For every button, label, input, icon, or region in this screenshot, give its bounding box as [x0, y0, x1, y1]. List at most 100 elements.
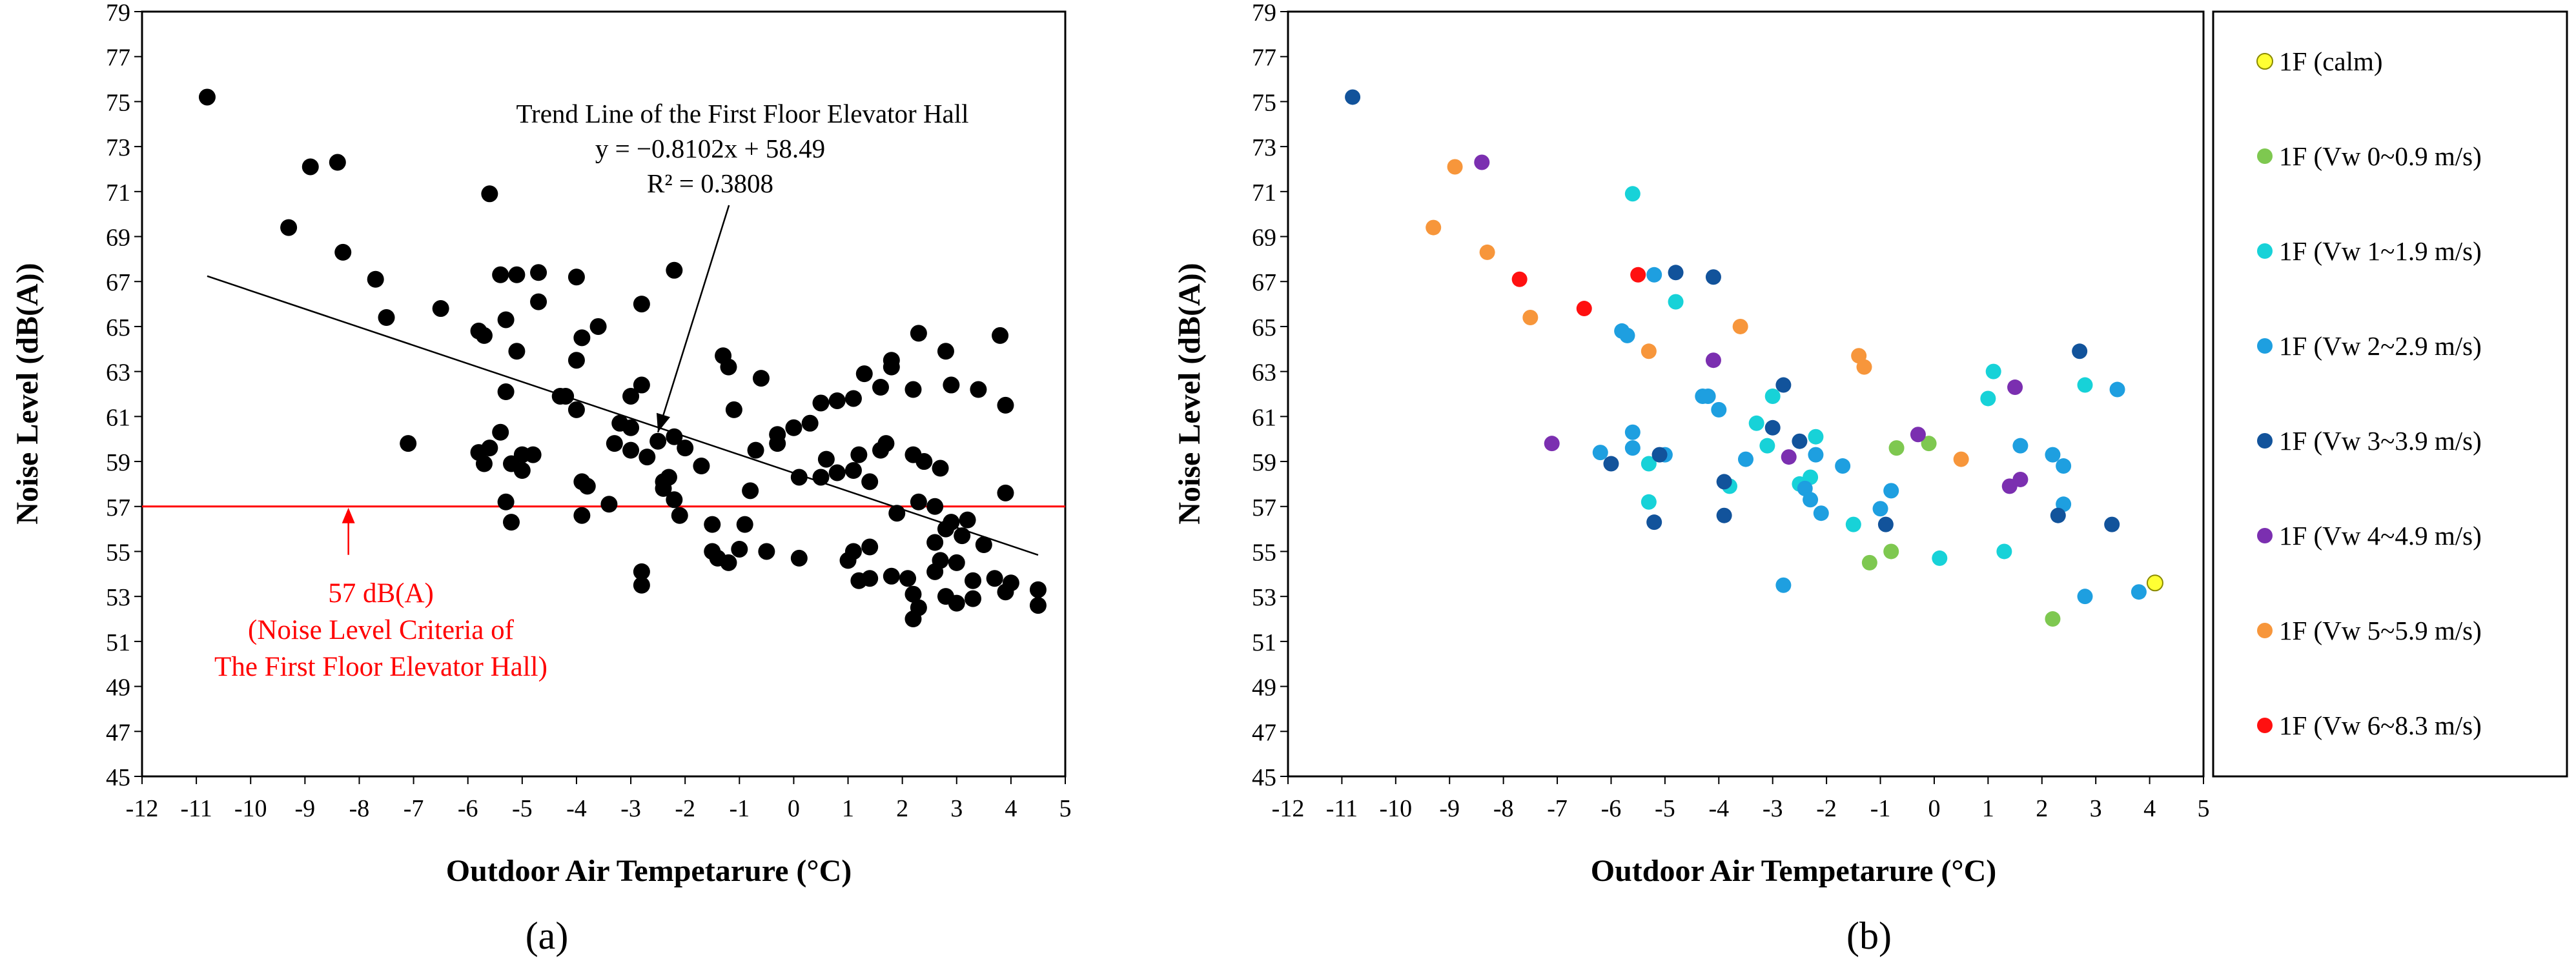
data-point [600, 496, 618, 513]
y-tick-label: 51 [106, 629, 130, 656]
data-point [503, 455, 520, 472]
y-tick-label: 45 [1252, 764, 1276, 791]
data-point [671, 507, 688, 524]
x-tick-label: -5 [512, 795, 533, 822]
data-point [2045, 611, 2061, 627]
x-tick-label: -10 [234, 795, 267, 822]
data-point [992, 327, 1009, 344]
data-point [1953, 451, 1969, 467]
data-point [400, 435, 417, 452]
chart-a-points [198, 88, 1047, 628]
chart-b-x-axis-label: Outdoor Air Tempetarure (°C) [1591, 854, 1997, 888]
data-point [1544, 436, 1560, 452]
data-point [589, 318, 607, 335]
data-point [666, 428, 683, 445]
trend-arrow-shaft [657, 205, 730, 433]
data-point [828, 464, 846, 481]
y-tick-label: 53 [1252, 584, 1276, 611]
data-point [1775, 377, 1792, 393]
data-point [481, 185, 498, 203]
data-point [508, 343, 526, 360]
data-point [280, 219, 298, 236]
x-tick-label: 0 [1928, 795, 1940, 822]
data-point [666, 491, 683, 509]
data-point [567, 268, 585, 286]
data-point [302, 158, 319, 176]
y-tick-label: 75 [106, 89, 130, 116]
data-point [1748, 415, 1764, 431]
data-point [1775, 577, 1792, 593]
data-point [844, 462, 862, 479]
data-point [997, 583, 1014, 601]
data-point [752, 370, 770, 387]
y-tick-label: 73 [106, 134, 130, 161]
data-point [1877, 516, 1894, 532]
data-point [1345, 89, 1361, 105]
data-point [943, 376, 960, 394]
data-point [1813, 505, 1829, 521]
data-point [1845, 516, 1861, 532]
criteria-annotation-line3: The First Floor Elevator Hall) [214, 652, 547, 682]
data-point [1700, 388, 1716, 404]
x-tick-label: 0 [788, 795, 800, 822]
data-point [1619, 327, 1635, 343]
data-point [1932, 550, 1948, 566]
data-point [2045, 447, 2061, 463]
data-point [1764, 388, 1781, 404]
data-point [905, 381, 922, 398]
data-point [986, 570, 1003, 587]
data-point [1792, 433, 1808, 449]
y-tick-label: 49 [106, 674, 130, 702]
data-point [573, 329, 591, 347]
data-point [329, 154, 346, 171]
data-point [817, 450, 835, 468]
data-point [905, 611, 922, 628]
data-point [769, 435, 786, 452]
data-point [2077, 377, 2093, 393]
data-point [1522, 310, 1538, 325]
data-point [910, 493, 927, 510]
data-point [567, 401, 585, 418]
trend-annotation-title: Trend Line of the First Floor Elevator H… [516, 99, 968, 128]
x-tick-label: -6 [1601, 795, 1622, 822]
data-point [1479, 244, 1495, 260]
data-point [959, 511, 976, 529]
data-point [481, 440, 498, 457]
chart-a-y-axis-label: Noise Level (dB(A)) [10, 263, 45, 524]
x-tick-label: 4 [2143, 795, 2156, 822]
data-point [997, 396, 1014, 414]
chart-a-panel-label: (a) [526, 914, 569, 957]
legend-marker [2257, 148, 2273, 164]
data-point [1474, 154, 1490, 170]
x-tick-label: 1 [1982, 795, 1994, 822]
data-point [1651, 447, 1668, 463]
data-point [855, 365, 873, 383]
data-point [850, 446, 868, 463]
data-point [1738, 451, 1753, 467]
legend-label: 1F (Vw 0~0.9 m/s) [2279, 141, 2482, 171]
data-point [1808, 429, 1824, 445]
data-point [1592, 445, 1608, 461]
data-point [905, 446, 922, 463]
data-point [1426, 219, 1442, 236]
x-tick-label: -12 [126, 795, 159, 822]
data-point [1835, 458, 1851, 474]
trend-annotation-equation: y = −0.8102x + 58.49 [595, 134, 825, 163]
data-point [812, 394, 830, 412]
data-point [1910, 427, 1926, 443]
y-tick-label: 71 [1252, 179, 1276, 207]
data-point [497, 311, 515, 328]
data-point [877, 435, 895, 452]
data-point [367, 270, 384, 288]
data-point [965, 590, 981, 607]
data-point [905, 585, 922, 603]
data-point [1029, 597, 1047, 614]
data-point [954, 527, 971, 545]
y-tick-label: 49 [1252, 674, 1276, 702]
data-point [693, 458, 710, 475]
chart-a-annotations: Trend Line of the First Floor Elevator H… [214, 99, 969, 682]
data-point [747, 441, 764, 459]
data-point [883, 567, 900, 585]
chart-b-y-ticks: 45 47 49 51 53 55 57 59 61 63 65 67 69 71 73 75 77 79 [1252, 0, 1288, 791]
x-tick-label: 5 [1059, 795, 1072, 822]
